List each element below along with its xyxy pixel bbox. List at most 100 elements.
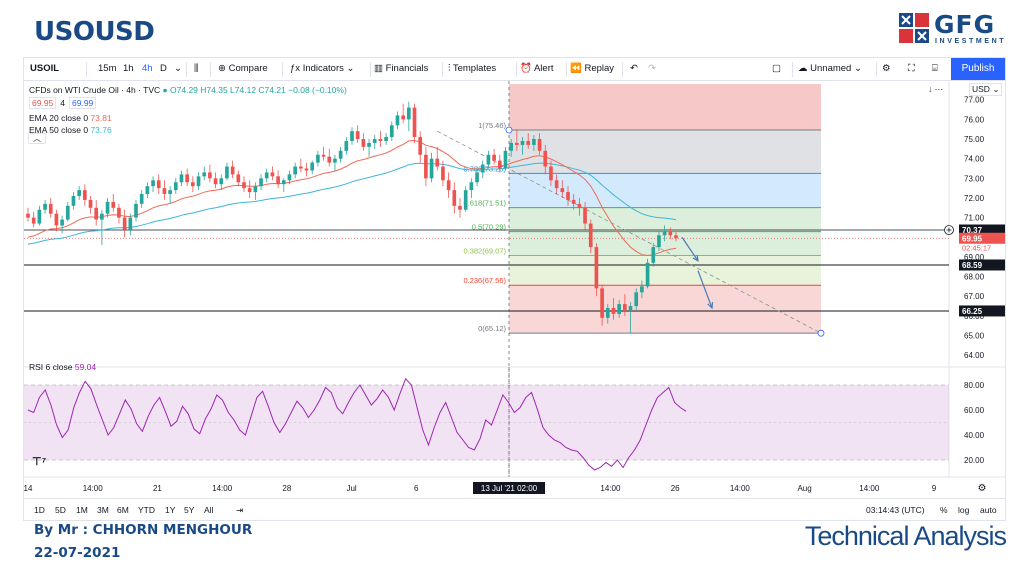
candle-body (395, 115, 400, 126)
candle-body (236, 174, 241, 183)
range-all[interactable]: All (204, 505, 214, 515)
candle (105, 197, 110, 218)
symbol-search[interactable]: USOIL (30, 63, 60, 74)
interval-d[interactable]: D (160, 63, 167, 74)
candle (293, 162, 297, 179)
cloud-icon: ☁ (798, 63, 808, 74)
indicators-button[interactable]: ƒx Indicators ⌄ (290, 63, 354, 74)
candle (100, 209, 104, 246)
alert-button[interactable]: ⏰ Alert (520, 63, 554, 74)
range-6m[interactable]: 6M (117, 505, 129, 515)
instrument-name[interactable]: CFDs on WTI Crude Oil · 4h · TVC (29, 85, 161, 95)
interval-15m[interactable]: 15m (98, 63, 117, 74)
candle-body (162, 188, 167, 195)
candle-body (594, 247, 599, 289)
range-1y[interactable]: 1Y (165, 505, 176, 515)
candle (350, 127, 354, 145)
range-5y[interactable]: 5Y (184, 505, 195, 515)
interval-4h[interactable]: 4h (142, 63, 153, 74)
legend-instrument-row: CFDs on WTI Crude Oil · 4h · TVC ● O74.2… (29, 85, 347, 95)
bid-price-button[interactable]: 69.95 (29, 97, 57, 109)
price-tick-label: 74.00 (964, 155, 985, 164)
candle-body (475, 172, 479, 183)
candle-body (333, 158, 337, 163)
layout-name-button[interactable]: ☁ Unnamed ⌄ (798, 63, 862, 74)
candle-body (242, 182, 246, 189)
financials-button[interactable]: ▥ Financials (374, 63, 428, 74)
bottom-range-bar: 1D 5D 1M 3M 6M YTD 1Y 5Y All ⇥ 03:14:43 … (24, 498, 1005, 520)
publish-button[interactable]: Publish (951, 58, 1005, 80)
fib-level-label: 0.236(67.56) (463, 276, 506, 285)
percent-scale-toggle[interactable]: % (940, 505, 948, 515)
currency-selector[interactable]: USD ⌄ (969, 83, 1003, 96)
candle (520, 137, 525, 155)
candle (242, 176, 246, 193)
candle-body (554, 180, 559, 189)
current-price-tag: 69.95 (962, 234, 983, 243)
ask-price-button[interactable]: 69.99 (69, 97, 97, 109)
undo-icon[interactable]: ↶ (630, 63, 638, 74)
financials-bars-icon: ▥ (374, 63, 383, 74)
candle (452, 182, 457, 214)
rsi-label: RSI 6 close (29, 362, 73, 372)
candle-body (509, 142, 513, 151)
compare-plus-icon: ⊕ (218, 63, 226, 74)
current-price-tag-box (959, 232, 1005, 244)
candle (43, 199, 47, 214)
candle (486, 150, 491, 169)
candle-body (168, 190, 172, 195)
interval-dropdown-chevron-icon[interactable]: ⌄ (174, 63, 182, 74)
ema50-legend[interactable]: EMA 50 close 0 73.76 (29, 125, 112, 135)
time-axis-settings-gear-icon[interactable]: ⚙ (978, 483, 987, 494)
scale-down-arrow-icon[interactable]: ↓ (928, 84, 933, 94)
compare-label: Compare (228, 63, 268, 74)
range-5d[interactable]: 5D (55, 505, 66, 515)
candle-body (429, 158, 434, 179)
fullscreen-icon[interactable]: ⛶ (908, 63, 915, 74)
auto-scale-toggle[interactable]: auto (980, 505, 997, 515)
time-tick-label: 14:00 (212, 484, 233, 493)
time-tick-label: 14 (24, 484, 33, 493)
collapse-legend-chevron-up-icon[interactable]: ︿ (28, 133, 46, 144)
price-chart[interactable]: 1(75.46) 0.786(73.25) 0.618(71.51) 0.5(70.2… (24, 81, 1005, 499)
time-tick-label: 14:00 (730, 484, 751, 493)
date-range-calendar-icon[interactable]: ⇥ (236, 505, 244, 515)
horizontal-line-price-tag: 66.25 (962, 307, 983, 316)
rsi-legend[interactable]: RSI 6 close 59.04 (29, 362, 96, 372)
candle-body (657, 235, 661, 248)
log-scale-toggle[interactable]: log (958, 505, 970, 515)
alert-label: Alert (533, 63, 554, 74)
bid-ask-row: 69.95 4 69.99 (29, 97, 100, 109)
compare-button[interactable]: ⊕ Compare (218, 63, 268, 74)
candle-body (128, 217, 133, 230)
fib-anchor-handle (505, 126, 513, 134)
ema20-legend[interactable]: EMA 20 close 0 73.81 (29, 113, 112, 123)
range-3m[interactable]: 3M (97, 505, 109, 515)
fib-upper-zone (509, 84, 821, 130)
projection-arrow (697, 270, 713, 309)
range-1m[interactable]: 1M (76, 505, 88, 515)
interval-1h[interactable]: 1h (123, 63, 134, 74)
time-tick-label: 9 (932, 484, 937, 493)
settings-gear-icon[interactable]: ⚙ (882, 63, 891, 74)
redo-icon[interactable]: ↷ (648, 63, 656, 74)
layout-square-icon[interactable]: ▢ (772, 63, 781, 74)
candle-body (338, 150, 343, 159)
time-tick-label: 26 (671, 484, 680, 493)
range-ytd[interactable]: YTD (138, 505, 155, 515)
utc-clock[interactable]: 03:14:43 (UTC) (866, 505, 925, 515)
snapshot-camera-icon[interactable]: ⌸ (932, 63, 938, 74)
candle (270, 166, 275, 181)
templates-button[interactable]: ⫶ Templates (448, 63, 496, 74)
candle (389, 121, 394, 141)
candle-body (122, 217, 127, 230)
candle-body (145, 186, 150, 195)
scale-menu-icon[interactable]: ⋯ (934, 84, 944, 94)
candle-body (350, 131, 354, 141)
candle (48, 197, 53, 218)
candle-style-icon[interactable]: ⫼ (194, 63, 199, 74)
candle (355, 125, 360, 143)
range-1d[interactable]: 1D (34, 505, 45, 515)
replay-button[interactable]: ⏪ Replay (570, 63, 614, 74)
candle-body (668, 231, 673, 236)
